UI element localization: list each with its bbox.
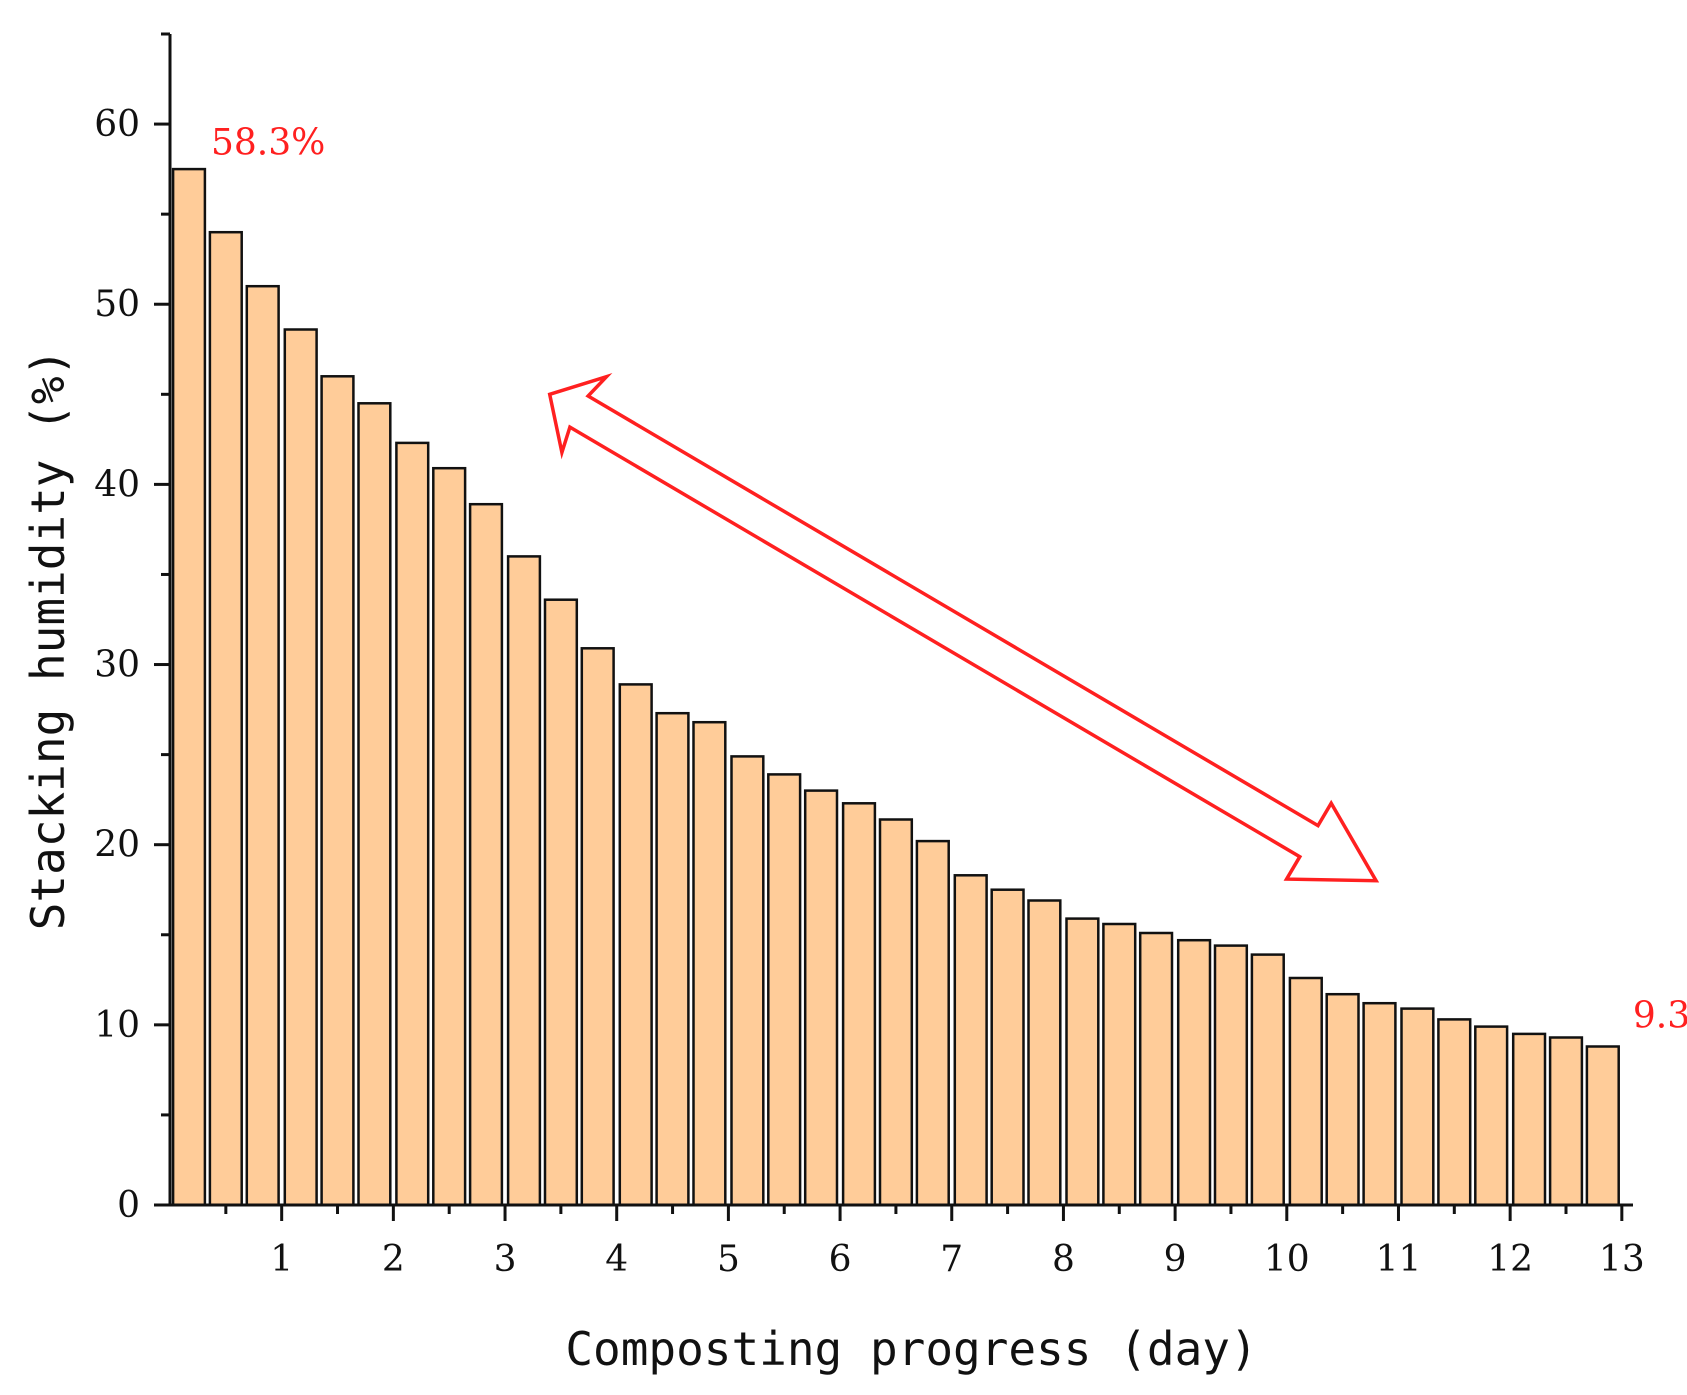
bar-0 bbox=[171, 167, 207, 1207]
bar-34 bbox=[1437, 1018, 1472, 1207]
bar-13 bbox=[655, 711, 690, 1207]
bar-30 bbox=[1288, 976, 1323, 1207]
bar-16 bbox=[767, 773, 802, 1207]
x-tick-label: 8 bbox=[1052, 1239, 1075, 1280]
x-tick-label: 13 bbox=[1599, 1239, 1645, 1280]
bar-17 bbox=[803, 789, 839, 1207]
bar-33 bbox=[1400, 1007, 1435, 1207]
y-tick-label: 50 bbox=[94, 284, 140, 325]
bar-18 bbox=[841, 802, 877, 1207]
bar-35 bbox=[1474, 1025, 1509, 1207]
bar-14 bbox=[692, 720, 727, 1207]
bar-28 bbox=[1213, 944, 1249, 1207]
trend-arrow bbox=[547, 373, 1380, 883]
bar-19 bbox=[878, 818, 914, 1207]
bar-10 bbox=[543, 598, 579, 1207]
x-tick-label: 5 bbox=[717, 1239, 740, 1280]
bar-1 bbox=[208, 230, 243, 1207]
value-annotation: 58.3% bbox=[211, 123, 325, 164]
bar-9 bbox=[506, 555, 542, 1207]
bar-29 bbox=[1250, 953, 1285, 1207]
x-tick-label: 6 bbox=[829, 1239, 852, 1280]
bar-24 bbox=[1065, 917, 1100, 1207]
bar-37 bbox=[1548, 1036, 1584, 1207]
bar-25 bbox=[1102, 922, 1137, 1207]
y-tick-label: 0 bbox=[117, 1185, 140, 1226]
y-tick-label: 40 bbox=[94, 464, 140, 505]
y-tick-label: 60 bbox=[94, 104, 140, 145]
y-tick-label: 10 bbox=[94, 1005, 140, 1046]
x-tick-label: 11 bbox=[1376, 1239, 1422, 1280]
bars-group bbox=[171, 167, 1620, 1207]
bar-12 bbox=[618, 683, 653, 1207]
bar-8 bbox=[468, 502, 504, 1207]
annotations-group: 58.3% 9.3% bbox=[211, 123, 1687, 1037]
x-tick-label: 7 bbox=[940, 1239, 963, 1280]
bar-31 bbox=[1325, 992, 1360, 1207]
bar-15 bbox=[730, 755, 765, 1207]
value-annotation: 9.3% bbox=[1633, 995, 1687, 1036]
bar-3 bbox=[283, 328, 318, 1207]
bar-38 bbox=[1585, 1045, 1620, 1207]
bar-20 bbox=[915, 839, 950, 1207]
bar-4 bbox=[320, 375, 355, 1207]
x-tick-label: 4 bbox=[605, 1239, 628, 1280]
bar-5 bbox=[357, 402, 392, 1207]
bar-32 bbox=[1362, 1001, 1397, 1207]
y-tick-label: 20 bbox=[94, 825, 140, 866]
bar-6 bbox=[395, 441, 430, 1207]
y-axis-title: Stacking humidity (%) bbox=[21, 349, 75, 931]
ticks-group bbox=[154, 32, 1624, 1221]
x-tick-label: 3 bbox=[494, 1239, 517, 1280]
x-tick-label: 12 bbox=[1487, 1239, 1533, 1280]
x-tick-label: 2 bbox=[382, 1239, 405, 1280]
bar-2 bbox=[245, 284, 280, 1207]
bar-22 bbox=[990, 888, 1025, 1207]
bar-26 bbox=[1138, 931, 1174, 1207]
bar-36 bbox=[1511, 1032, 1547, 1207]
x-axis-title: Composting progress (day) bbox=[565, 1322, 1257, 1376]
bar-23 bbox=[1027, 899, 1062, 1207]
bar-7 bbox=[432, 466, 467, 1207]
x-tick-label: 1 bbox=[270, 1239, 293, 1280]
bar-21 bbox=[953, 874, 988, 1207]
x-tick-label: 9 bbox=[1164, 1239, 1187, 1280]
axes-group bbox=[154, 34, 1633, 1207]
y-tick-label: 30 bbox=[94, 645, 140, 686]
bar-11 bbox=[580, 647, 615, 1207]
x-tick-label: 10 bbox=[1264, 1239, 1310, 1280]
bar-27 bbox=[1176, 938, 1212, 1207]
